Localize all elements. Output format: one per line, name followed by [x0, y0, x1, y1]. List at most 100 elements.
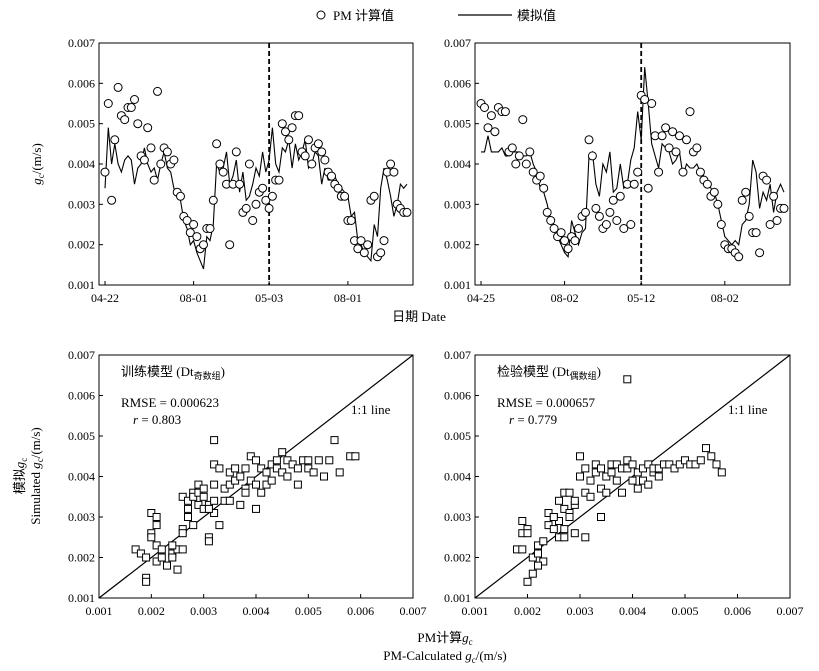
observed-point [320, 155, 330, 165]
scatter-y-axis-label-en: Simulated gc/(m/s) [28, 427, 45, 525]
scatter-x-axis-label-cn: PM计算gc [417, 630, 472, 647]
scatter-point [534, 541, 542, 550]
observed-point [486, 111, 496, 121]
scatter-point [184, 513, 192, 521]
observed-point [612, 216, 622, 225]
scatter-point [654, 472, 663, 481]
observed-point [695, 167, 705, 177]
observed-point [169, 155, 179, 165]
observed-point [379, 236, 389, 246]
y-tick-label: 0.001 [68, 591, 95, 605]
observed-point [556, 228, 566, 238]
scatter-point [142, 577, 151, 586]
simulated-series-line [481, 67, 785, 259]
legend-observed-marker [316, 10, 326, 20]
panel-title: 检验模型 (Dt偶数组) [497, 364, 601, 381]
scatter-point [330, 436, 339, 445]
scatter-point [602, 488, 611, 497]
observed-point [313, 139, 323, 149]
y-tick-label: 0.004 [444, 470, 471, 484]
observed-point [762, 175, 772, 185]
x-tick-label: 0.003 [567, 604, 594, 618]
observed-point [525, 147, 535, 157]
scatter-point [696, 456, 705, 465]
scatter-point [581, 464, 590, 473]
observed-point [713, 199, 723, 209]
observed-point [560, 236, 570, 246]
observed-point [511, 159, 521, 169]
observed-point [500, 107, 510, 117]
y-tick-label: 0.002 [444, 238, 471, 252]
observed-point [594, 211, 604, 221]
scatter-point [555, 496, 563, 505]
observed-point [386, 159, 396, 169]
scatter-point [267, 476, 276, 485]
observed-point [182, 216, 192, 225]
observed-point [205, 224, 215, 233]
scatter-point [210, 436, 219, 445]
x-tick-label: 0.001 [462, 604, 489, 618]
scatter-point [560, 525, 569, 534]
scatter-point [560, 533, 569, 542]
scatter-point [147, 533, 156, 542]
scatter-point [278, 448, 287, 457]
scatter-point [597, 464, 605, 473]
y-tick-label: 0.007 [444, 36, 471, 50]
observed-point [248, 216, 258, 225]
x-tick-label: 0.004 [619, 604, 646, 618]
observed-point [264, 203, 274, 213]
scatter-point [644, 480, 653, 489]
observed-point [277, 119, 287, 129]
observed-point [570, 236, 580, 246]
scatter-point [717, 468, 726, 477]
scatter-point [304, 456, 313, 465]
scatter-point [252, 504, 260, 513]
observed-point [716, 220, 726, 229]
observed-point [546, 216, 556, 225]
observed-point [225, 240, 235, 250]
observed-point [584, 135, 594, 145]
scatter-point [570, 529, 579, 538]
scatter-point [607, 468, 616, 477]
observed-point [120, 115, 130, 125]
observed-point [664, 143, 674, 153]
observed-point [661, 123, 671, 133]
observed-point [369, 191, 379, 201]
scatter-point [131, 545, 140, 554]
scatter-x-axis-label-en: PM-Calculated gc/(m/s) [383, 648, 507, 665]
observed-point [139, 155, 149, 165]
y-tick-label: 0.006 [68, 389, 95, 403]
y-tick-label: 0.002 [68, 551, 95, 565]
scatter-point [204, 504, 213, 513]
x-tick-label: 04-25 [467, 291, 495, 305]
y-tick-label: 0.005 [68, 117, 95, 131]
scatter-point [231, 464, 240, 473]
observed-point [333, 183, 343, 193]
observed-point [274, 175, 284, 185]
y-tick-label: 0.003 [68, 510, 95, 524]
y-tick-label: 0.006 [444, 76, 471, 90]
observed-point [402, 207, 412, 217]
observed-point [294, 111, 304, 121]
observed-point [103, 99, 113, 108]
rmse-label: RMSE = 0.000657 [497, 395, 595, 410]
panel-title: 训练模型 (Dt奇数组) [121, 364, 225, 381]
y-tick-label: 0.004 [444, 157, 471, 171]
observed-point [692, 143, 702, 153]
observed-point [212, 139, 222, 149]
observed-point [133, 119, 143, 129]
observed-point [480, 103, 489, 112]
simulated-series-line [104, 127, 408, 270]
observed-point [675, 131, 684, 141]
observed-point [376, 248, 386, 258]
observed-point [153, 86, 162, 96]
scatter-point [597, 513, 605, 521]
observed-point [518, 115, 528, 125]
scatter-point [283, 472, 292, 481]
x-tick-label: 05-12 [627, 291, 655, 305]
scatter-point [623, 456, 632, 465]
observed-point [192, 232, 202, 242]
scatter-point [597, 484, 605, 493]
scatter-training-panel: 0.001 0.002 0.003 0.004 0.005 0.006 0.007 0.001… [68, 348, 427, 618]
observed-point [218, 167, 228, 177]
